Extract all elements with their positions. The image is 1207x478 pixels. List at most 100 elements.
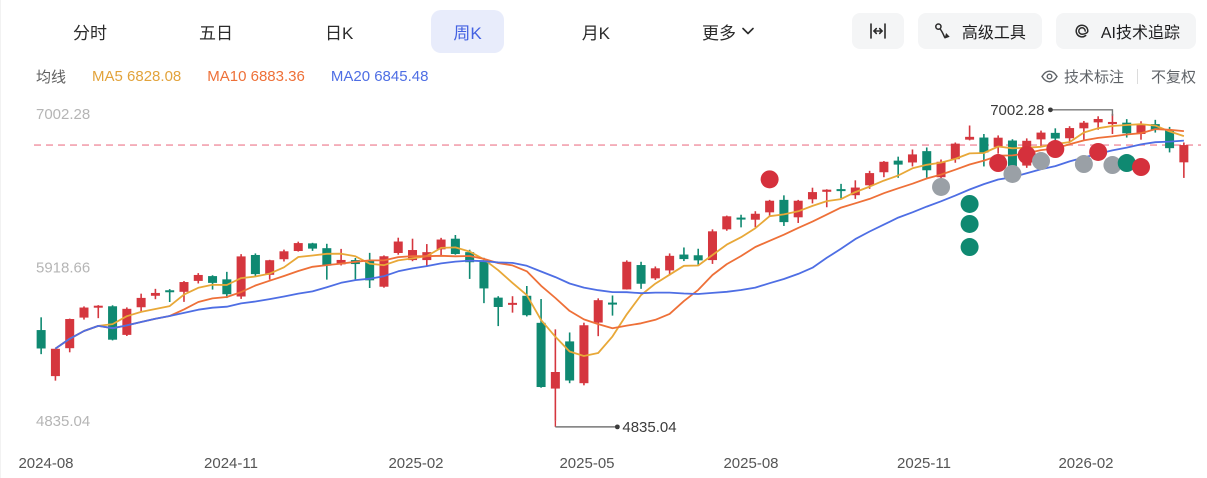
signal-dot-red[interactable]: [989, 154, 1008, 173]
candle-body: [1179, 145, 1189, 163]
candle[interactable]: [79, 306, 89, 320]
signal-dot-red[interactable]: [1017, 145, 1036, 164]
candle[interactable]: [608, 295, 617, 316]
candle[interactable]: [193, 273, 203, 284]
candle[interactable]: [707, 229, 717, 264]
candle[interactable]: [450, 235, 460, 255]
candle[interactable]: [1179, 142, 1189, 178]
candle[interactable]: [693, 248, 703, 265]
candlestick-series[interactable]: [36, 113, 1189, 421]
signal-dot-teal[interactable]: [960, 194, 979, 213]
candle[interactable]: [365, 252, 375, 288]
candle-body: [608, 302, 617, 305]
candle[interactable]: [665, 253, 675, 276]
candle[interactable]: [779, 195, 789, 226]
candle[interactable]: [879, 161, 889, 178]
adjust-mode-selector[interactable]: 不复权: [1151, 66, 1196, 87]
candle[interactable]: [965, 125, 975, 141]
candle[interactable]: [250, 253, 260, 277]
signal-dot-teal[interactable]: [1117, 154, 1136, 173]
candle[interactable]: [636, 261, 646, 289]
candle[interactable]: [279, 249, 289, 262]
candle[interactable]: [50, 348, 60, 381]
signal-dot-gray[interactable]: [932, 177, 951, 196]
signal-dot-gray[interactable]: [1074, 155, 1093, 174]
candle[interactable]: [536, 299, 546, 388]
candle[interactable]: [850, 180, 860, 199]
tab-more[interactable]: 更多: [688, 10, 768, 53]
candle[interactable]: [565, 332, 575, 384]
tab-five-day[interactable]: 五日: [199, 23, 233, 43]
candle[interactable]: [1079, 120, 1089, 140]
signal-dot-gray[interactable]: [1103, 156, 1122, 175]
candle[interactable]: [622, 260, 632, 290]
signal-dot-red[interactable]: [760, 170, 779, 189]
signal-dot-red[interactable]: [1046, 140, 1065, 159]
candle-body: [736, 217, 746, 220]
candle-body: [279, 251, 289, 260]
candle[interactable]: [593, 298, 603, 337]
candle[interactable]: [108, 305, 118, 341]
candle[interactable]: [65, 318, 75, 353]
candle[interactable]: [393, 237, 403, 255]
candle[interactable]: [765, 199, 775, 217]
candle[interactable]: [208, 275, 218, 290]
candle-body: [250, 254, 260, 275]
candle[interactable]: [36, 317, 46, 355]
candle[interactable]: [436, 237, 446, 256]
tab-timeline[interactable]: 分时: [73, 23, 107, 43]
candle-body: [165, 290, 175, 293]
candle[interactable]: [508, 296, 518, 313]
candle[interactable]: [1036, 130, 1046, 147]
candle[interactable]: [122, 307, 132, 337]
tech-annotation-toggle[interactable]: 技术标注: [1041, 66, 1124, 87]
candle[interactable]: [1065, 126, 1075, 143]
candle[interactable]: [136, 293, 146, 312]
candle[interactable]: [322, 243, 332, 280]
candle[interactable]: [293, 241, 303, 252]
candle[interactable]: [465, 249, 475, 279]
candle[interactable]: [150, 288, 160, 300]
advanced-tools-button[interactable]: 高级工具: [917, 13, 1042, 49]
candle[interactable]: [550, 329, 560, 421]
candle[interactable]: [93, 305, 103, 319]
ai-signal-dots: [760, 140, 1151, 257]
ai-tracking-button[interactable]: AI技术追踪: [1055, 13, 1196, 49]
candle[interactable]: [893, 156, 903, 178]
candle[interactable]: [736, 214, 746, 228]
candle[interactable]: [993, 135, 1003, 154]
candle[interactable]: [907, 149, 917, 167]
candle[interactable]: [679, 247, 689, 262]
tab-weekly-k[interactable]: 周K: [431, 9, 504, 53]
candle[interactable]: [579, 322, 589, 386]
candle[interactable]: [722, 215, 732, 231]
candle[interactable]: [807, 187, 817, 204]
candle[interactable]: [408, 238, 418, 262]
candle[interactable]: [179, 281, 189, 302]
candle[interactable]: [1107, 113, 1117, 134]
candle[interactable]: [650, 266, 660, 280]
signal-dot-gray[interactable]: [1032, 152, 1051, 171]
signal-dot-teal[interactable]: [960, 214, 979, 233]
signal-dot-teal[interactable]: [960, 238, 979, 257]
candle[interactable]: [922, 147, 932, 178]
ai-tracking-icon: [1075, 24, 1089, 38]
signal-dot-red[interactable]: [1132, 158, 1151, 177]
candle[interactable]: [836, 183, 846, 199]
tab-monthly-k[interactable]: 月K: [581, 23, 611, 43]
fit-width-button[interactable]: [851, 13, 904, 49]
candle-body: [308, 243, 318, 249]
candle[interactable]: [479, 257, 489, 304]
candle[interactable]: [265, 259, 275, 280]
candle[interactable]: [522, 286, 532, 317]
candle[interactable]: [822, 189, 832, 208]
signal-dot-red[interactable]: [1089, 142, 1108, 161]
candle[interactable]: [308, 242, 318, 251]
candle[interactable]: [165, 289, 175, 303]
candle[interactable]: [750, 211, 760, 228]
signal-dot-gray[interactable]: [1003, 164, 1022, 183]
candle[interactable]: [493, 296, 503, 327]
tab-daily-k[interactable]: 日K: [325, 23, 354, 43]
